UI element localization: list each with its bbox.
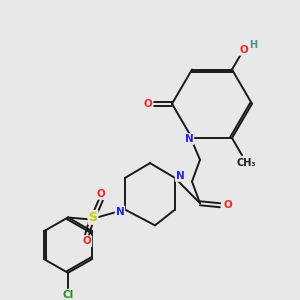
Text: CH₃: CH₃ [237,158,256,168]
Text: O: O [224,200,232,210]
Text: N: N [184,134,194,144]
Text: N: N [116,206,124,217]
Text: Cl: Cl [62,290,74,300]
Text: H: H [249,40,258,50]
Text: O: O [97,189,105,199]
Text: S: S [88,211,98,224]
Text: O: O [239,45,248,55]
Text: O: O [82,236,91,246]
Text: N: N [176,171,184,181]
Text: O: O [144,99,152,109]
